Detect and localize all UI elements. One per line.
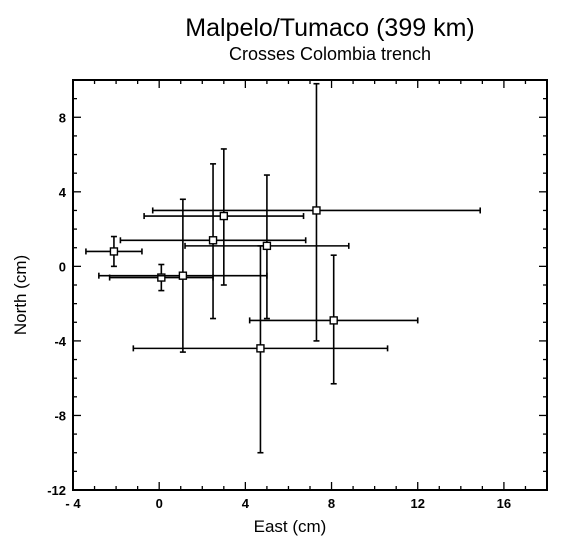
y-tick-label: -4 xyxy=(54,334,66,349)
data-point-marker xyxy=(219,211,229,221)
x-tick-label: 12 xyxy=(410,496,424,511)
data-point-marker xyxy=(312,206,321,215)
y-axis-label: North (cm) xyxy=(11,255,30,335)
data-point-marker xyxy=(208,236,218,245)
chart-subtitle: Crosses Colombia trench xyxy=(228,44,432,64)
x-tick-label: 4 xyxy=(242,496,250,511)
x-tick-label: 8 xyxy=(328,496,335,511)
y-tick-label: 0 xyxy=(59,259,66,274)
x-tick-label: - 4 xyxy=(65,496,81,511)
data-point-marker xyxy=(329,316,338,325)
y-tick-label: 8 xyxy=(59,110,66,125)
data-point-marker xyxy=(178,271,188,280)
data-point-marker xyxy=(262,241,272,251)
data-point-marker xyxy=(157,273,166,282)
chart-title: Malpelo/Tumaco (399 km) xyxy=(185,14,475,42)
y-tick-label: 4 xyxy=(59,185,67,200)
x-tick-label: 16 xyxy=(497,496,511,511)
x-tick-label: 0 xyxy=(156,496,163,511)
y-tick-label: -12 xyxy=(47,483,66,498)
plot-frame xyxy=(72,79,548,491)
data-point-marker xyxy=(109,247,119,256)
x-axis-label: East (cm) xyxy=(254,517,327,536)
data-point-marker xyxy=(256,344,265,353)
y-tick-label: -8 xyxy=(54,408,66,423)
